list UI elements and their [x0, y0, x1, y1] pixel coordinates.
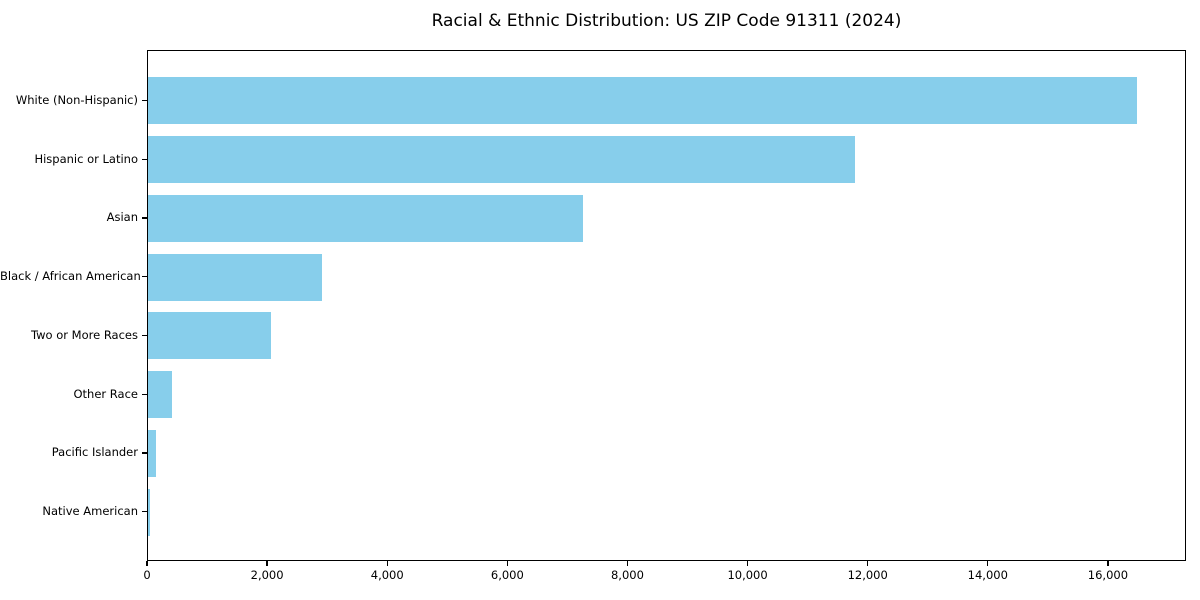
x-tick-4000 — [386, 561, 388, 566]
x-tick-0 — [146, 561, 148, 566]
y-tick-pacific-islander — [142, 452, 147, 454]
y-tick-other-race — [142, 393, 147, 395]
y-axis-label-native-american: Native American — [42, 504, 138, 519]
y-axis-label-pacific-islander: Pacific Islander — [51, 445, 138, 460]
x-tick-14000 — [987, 561, 989, 566]
x-tick-2000 — [266, 561, 268, 566]
y-axis-label-hispanic-or-latino: Hispanic or Latino — [34, 151, 138, 166]
y-tick-hispanic-or-latino — [142, 158, 147, 160]
x-tick-16000 — [1107, 561, 1109, 566]
y-tick-two-or-more-races — [142, 334, 147, 337]
bar-pacific-islander — [148, 429, 156, 477]
x-tick-label-0: 0 — [143, 568, 151, 582]
x-tick-8000 — [626, 561, 629, 566]
bar-other-race — [148, 371, 172, 419]
y-tick-white-non-hispanic — [142, 99, 147, 102]
y-axis-label-two-or-more-races: Two or More Races — [31, 327, 138, 342]
x-tick-12000 — [867, 561, 869, 566]
x-tick-label-16000: 16,000 — [1087, 568, 1129, 582]
y-tick-black-african-american — [142, 276, 147, 278]
y-axis-label-black-african-american: Black / African American — [0, 269, 141, 284]
x-tick-6000 — [506, 561, 508, 566]
bar-native-american — [148, 488, 150, 536]
bar-two-or-more-races — [148, 312, 271, 360]
x-tick-label-14000: 14,000 — [967, 568, 1008, 582]
y-axis-label-white-non-hispanic: White (Non-Hispanic) — [15, 92, 138, 107]
y-tick-asian — [142, 217, 147, 219]
x-tick-label-12000: 12,000 — [847, 568, 888, 582]
y-tick-native-american — [142, 511, 147, 513]
y-axis-label-other-race: Other Race — [73, 386, 139, 401]
x-tick-label-2000: 2,000 — [250, 568, 284, 582]
x-tick-label-6000: 6,000 — [490, 568, 524, 582]
x-tick-label-4000: 4,000 — [370, 568, 404, 582]
bar-asian — [148, 194, 583, 242]
plot-area — [147, 50, 1186, 561]
x-tick-10000 — [746, 561, 749, 566]
x-tick-label-8000: 8,000 — [610, 568, 644, 582]
bar-white-non-hispanic — [148, 77, 1138, 125]
x-tick-label-10000: 10,000 — [727, 568, 768, 582]
bar-hispanic-or-latino — [148, 136, 856, 184]
chart-title: Racial & Ethnic Distribution: US ZIP Cod… — [431, 11, 902, 31]
y-axis-label-asian: Asian — [106, 210, 138, 225]
bar-black-african-american — [148, 253, 322, 301]
